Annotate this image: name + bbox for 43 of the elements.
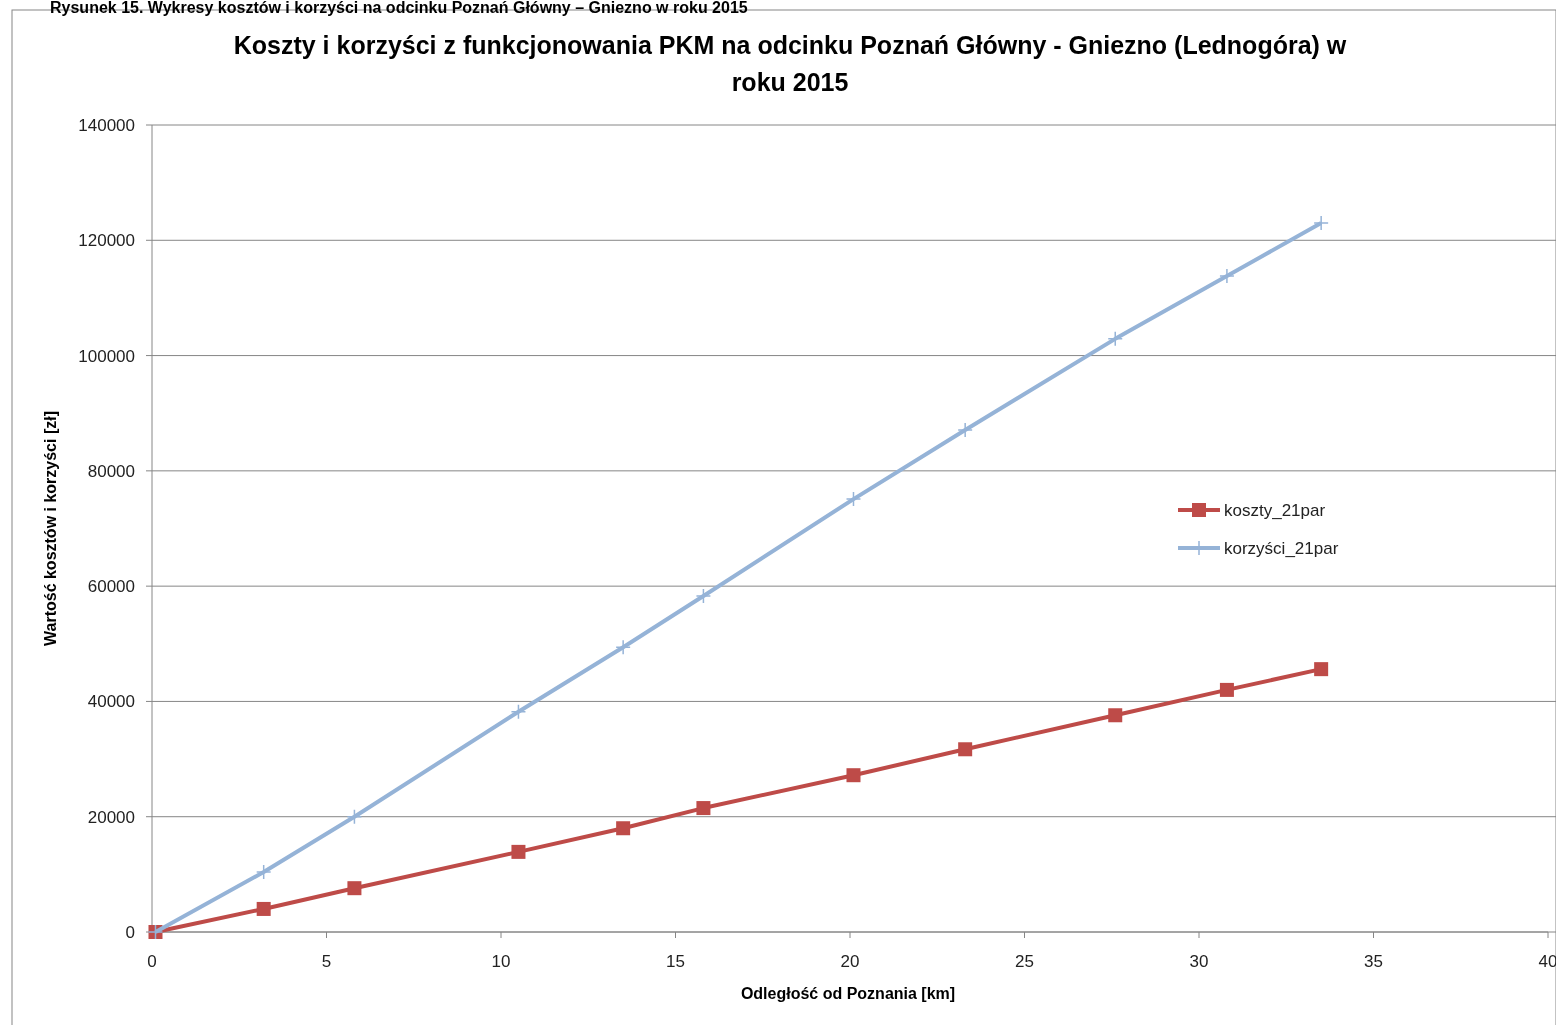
chart-title: Koszty i korzyści z funkcjonowania PKM na odcinku Poznań Główny - Gniezno (Lednogóra) w roku 2015 [233, 31, 1347, 96]
point [695, 588, 712, 604]
x-tick-label: 0 [147, 952, 157, 971]
y-tick-label: 120000 [78, 231, 135, 251]
point [256, 901, 271, 916]
x-tick-label: 15 [666, 952, 685, 971]
point [846, 768, 861, 783]
x-tick-label: 25 [1015, 952, 1034, 971]
point [1314, 662, 1329, 677]
y-tick-label: 140000 [78, 115, 135, 135]
point [347, 881, 362, 896]
legend-label: korzyści_21par [1224, 538, 1339, 558]
x-tick-label: 40 [1538, 952, 1556, 971]
point [255, 864, 272, 880]
point [1219, 268, 1235, 284]
point [511, 844, 526, 859]
y-tick-label: 40000 [87, 692, 135, 712]
point [616, 821, 631, 836]
x-tick-label: 30 [1189, 952, 1209, 971]
legend-label: koszty_21par [1224, 500, 1326, 520]
point [1108, 708, 1123, 723]
y-tick-label: 60000 [87, 577, 135, 597]
point [346, 808, 363, 825]
point [615, 639, 631, 655]
x-tick-label: 5 [321, 952, 332, 971]
y-tick-label: 0 [125, 922, 135, 942]
x-tick-label: 20 [840, 952, 860, 971]
point [510, 704, 527, 720]
point [845, 491, 862, 507]
point [1219, 682, 1234, 697]
point [1313, 215, 1329, 231]
text: Rysunek 15. Wykresy kosztów i korzyści na odcinku Poznań Główny – Gniezno w roku 2015 [50, 0, 748, 17]
point [958, 742, 973, 757]
y-tick-label: 20000 [87, 807, 135, 827]
point [1107, 331, 1123, 347]
x-tick-label: 10 [491, 952, 511, 971]
y-axis-title: Wartość kosztów i korzyści [zł] [42, 410, 59, 647]
x-tick-label: 35 [1364, 952, 1383, 971]
y-tick-label: 100000 [78, 346, 135, 366]
y-tick-label: 80000 [87, 461, 135, 481]
x-axis-title: Odległość od Poznania [km] [740, 985, 956, 1002]
point [957, 422, 973, 438]
point [696, 801, 711, 816]
